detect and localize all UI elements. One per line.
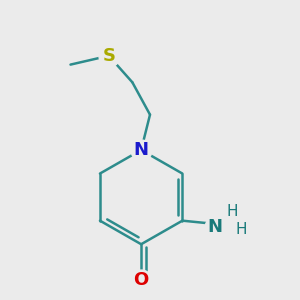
Text: H: H [236,222,247,237]
Text: O: O [134,271,149,289]
Text: S: S [102,47,115,65]
Text: N: N [207,218,222,236]
Text: N: N [134,141,149,159]
Text: H: H [227,204,238,219]
